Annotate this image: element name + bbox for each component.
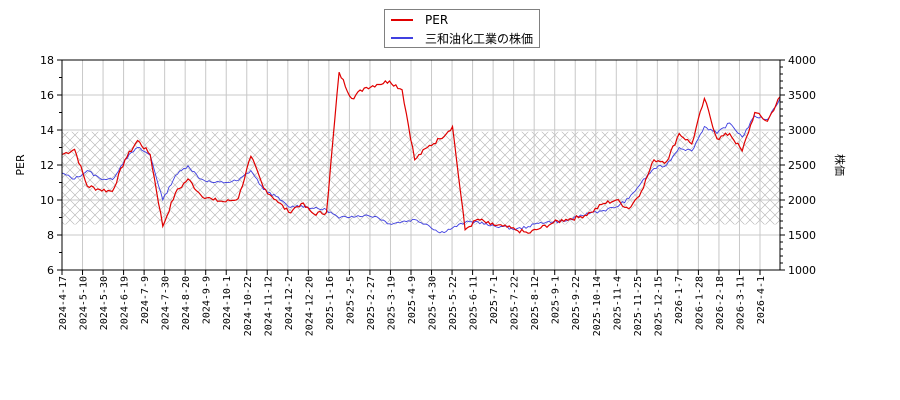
x-tick-label: 2025-11-25 [633,276,644,336]
x-tick-label: 2025-6-11 [469,276,480,330]
y2-tick-label: 3000 [788,124,816,137]
x-tick-label: 2026-1-7 [674,276,685,324]
shaded-band [62,131,780,225]
y-tick-label: 14 [40,124,54,137]
x-tick-label: 2024-9-9 [202,276,213,324]
x-tick-label: 2026-1-28 [694,276,705,330]
x-tick-label: 2025-4-9 [407,276,418,324]
legend-label: PER [425,13,449,27]
x-tick-label: 2025-4-30 [428,276,439,330]
x-tick-label: 2025-8-12 [530,276,541,330]
y2-tick-label: 2500 [788,159,816,172]
x-tick-label: 2025-7-22 [510,276,521,330]
x-tick-label: 2026-4-1 [756,276,767,324]
x-tick-label: 2024-7-30 [161,276,172,330]
right-axis-ticks: 1000 1500 2000 2500 3000 3500 4000 [780,54,816,277]
x-tick-label: 2024-5-30 [99,276,110,330]
y-tick-label: 18 [40,54,54,67]
legend-item-price: 三和油化工業の株価 [391,30,533,46]
x-tick-label: 2024-6-19 [120,276,131,330]
y2-tick-label: 3500 [788,89,816,102]
x-tick-label: 2025-10-14 [592,276,603,336]
x-axis-ticks: 2024-4-17 2024-5-10 2024-5-30 2024-6-19 2024… [58,270,767,336]
x-tick-label: 2025-11-4 [612,276,623,330]
x-tick-label: 2025-2-5 [345,276,356,324]
x-tick-label: 2025-9-22 [571,276,582,330]
left-axis-title: PER [14,154,27,176]
legend-swatch-red-icon [391,19,413,21]
x-tick-label: 2024-10-1 [222,276,233,330]
y2-tick-label: 1500 [788,229,816,242]
x-tick-label: 2024-12-20 [304,276,315,336]
x-tick-label: 2026-3-11 [735,276,746,330]
x-tick-label: 2026-2-18 [715,276,726,330]
y-tick-label: 16 [40,89,54,102]
x-tick-label: 2024-7-9 [140,276,151,324]
x-tick-label: 2025-9-1 [551,276,562,324]
y2-tick-label: 1000 [788,264,816,277]
x-tick-label: 2024-10-22 [243,276,254,336]
y-tick-label: 12 [40,159,54,172]
y-tick-label: 6 [47,264,54,277]
x-tick-label: 2025-5-22 [448,276,459,330]
x-tick-label: 2025-12-15 [653,276,664,336]
left-axis-ticks: 6 8 10 12 14 16 18 [40,54,62,277]
legend-swatch-blue-icon [391,37,413,39]
legend: PER 三和油化工業の株価 [384,9,540,48]
price-series-line [61,98,781,234]
x-tick-label: 2024-4-17 [58,276,69,330]
x-tick-label: 2024-12-2 [284,276,295,330]
x-tick-label: 2025-1-16 [325,276,336,330]
right-axis-title: 株価 [833,154,847,176]
x-tick-label: 2025-3-19 [386,276,397,330]
y2-tick-label: 4000 [788,54,816,67]
legend-label: 三和油化工業の株価 [425,31,534,46]
x-tick-label: 2024-5-10 [79,276,90,330]
x-tick-label: 2025-7-1 [489,276,500,324]
x-tick-label: 2024-8-20 [181,276,192,330]
y-tick-label: 8 [47,229,54,242]
x-tick-label: 2024-11-12 [263,276,274,336]
y-tick-label: 10 [40,194,54,207]
legend-item-per: PER [391,12,448,28]
per-series-line [61,71,781,234]
x-tick-label: 2025-2-27 [366,276,377,330]
y2-tick-label: 2000 [788,194,816,207]
